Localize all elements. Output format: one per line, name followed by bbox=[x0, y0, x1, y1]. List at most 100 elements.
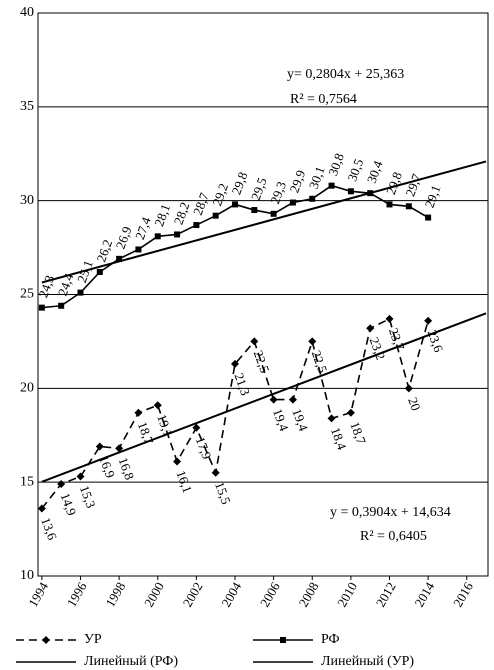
marker bbox=[57, 480, 66, 489]
legend-label: УР bbox=[84, 632, 102, 647]
x-tick-label: 2014 bbox=[411, 579, 437, 609]
data-label: 15,3 bbox=[77, 483, 99, 510]
marker bbox=[135, 246, 142, 253]
y-tick-label: 25 bbox=[20, 287, 34, 302]
trend-line bbox=[41, 160, 487, 284]
marker bbox=[231, 201, 238, 208]
marker bbox=[193, 222, 200, 229]
marker bbox=[38, 304, 45, 311]
y-tick-label: 15 bbox=[20, 474, 34, 489]
data-label: 16,8 bbox=[115, 455, 137, 482]
legend-marker bbox=[280, 637, 286, 643]
data-label: 16,1 bbox=[173, 468, 195, 495]
legend-label: Линейный (РФ) bbox=[84, 654, 178, 669]
legend-label: РФ bbox=[321, 632, 340, 647]
data-label: 21,3 bbox=[231, 371, 253, 398]
marker bbox=[270, 210, 277, 217]
legend-marker bbox=[42, 636, 50, 644]
data-label: 23,2 bbox=[367, 335, 389, 362]
y-tick-label: 20 bbox=[20, 381, 34, 396]
x-tick-label: 2016 bbox=[450, 579, 476, 609]
x-tick-label: 2006 bbox=[257, 579, 283, 609]
data-label: 22,5 bbox=[309, 348, 331, 375]
trend-equation: y = 0,3904x + 14,634 bbox=[330, 505, 451, 520]
data-label: 29,5 bbox=[248, 176, 270, 203]
data-label: 19,4 bbox=[270, 407, 292, 434]
data-label: 15,5 bbox=[212, 480, 234, 507]
data-label: 20 bbox=[405, 395, 424, 412]
marker bbox=[328, 182, 335, 189]
data-label: 28,7 bbox=[190, 190, 212, 217]
data-label: 24,3 bbox=[35, 273, 57, 300]
marker bbox=[385, 314, 394, 323]
data-label: 19,4 bbox=[289, 407, 311, 434]
x-tick-label: 1996 bbox=[64, 579, 90, 609]
data-label: 17,9 bbox=[193, 435, 215, 462]
marker bbox=[37, 504, 46, 513]
data-label: 26,2 bbox=[93, 238, 115, 265]
marker bbox=[211, 468, 220, 477]
marker bbox=[134, 408, 143, 417]
marker bbox=[192, 423, 201, 432]
data-label: 29,8 bbox=[383, 170, 405, 197]
y-tick-label: 10 bbox=[20, 568, 34, 583]
marker bbox=[269, 395, 278, 404]
marker bbox=[77, 289, 84, 296]
data-label: 26,9 bbox=[113, 224, 135, 251]
data-label: 28,1 bbox=[151, 202, 173, 229]
marker bbox=[386, 201, 393, 208]
marker bbox=[174, 231, 181, 238]
marker bbox=[58, 302, 65, 309]
marker bbox=[425, 214, 432, 221]
data-label: 14,9 bbox=[58, 491, 80, 518]
data-label: 13,6 bbox=[38, 515, 60, 542]
marker bbox=[96, 268, 103, 275]
marker bbox=[308, 337, 317, 346]
marker bbox=[154, 233, 161, 240]
x-tick-label: 2002 bbox=[180, 579, 206, 609]
marker bbox=[366, 324, 375, 333]
marker bbox=[309, 195, 316, 202]
marker bbox=[230, 359, 239, 368]
y-tick-label: 40 bbox=[20, 5, 34, 20]
data-label: 30,4 bbox=[364, 158, 386, 185]
legend-label: Линейный (УР) bbox=[321, 654, 414, 669]
y-tick-label: 30 bbox=[20, 193, 34, 208]
x-tick-label: 2004 bbox=[218, 579, 244, 609]
marker bbox=[327, 414, 336, 423]
x-tick-label: 2008 bbox=[295, 579, 321, 609]
marker bbox=[424, 316, 433, 325]
marker bbox=[347, 188, 354, 195]
trend-r2: R² = 0,6405 bbox=[360, 529, 427, 544]
x-tick-label: 2012 bbox=[373, 579, 399, 609]
marker bbox=[173, 457, 182, 466]
marker bbox=[288, 395, 297, 404]
data-label: 30,8 bbox=[325, 151, 347, 178]
data-label: 29,9 bbox=[286, 168, 308, 195]
marker bbox=[289, 199, 296, 206]
data-label: 29,3 bbox=[267, 179, 289, 206]
trend-r2: R² = 0,7564 bbox=[290, 92, 357, 107]
marker bbox=[115, 444, 124, 453]
plot-frame bbox=[37, 12, 489, 577]
x-tick-label: 2010 bbox=[334, 579, 360, 609]
x-tick-label: 2000 bbox=[141, 579, 167, 609]
data-label: 18,7 bbox=[347, 420, 369, 447]
data-label: 29,1 bbox=[422, 183, 444, 210]
marker bbox=[153, 401, 162, 410]
marker bbox=[404, 384, 413, 393]
series-line bbox=[41, 317, 429, 509]
marker bbox=[76, 472, 85, 481]
data-label: 18,4 bbox=[328, 425, 350, 452]
data-label: 22,5 bbox=[251, 348, 273, 375]
marker bbox=[116, 255, 123, 262]
trend-equation: y= 0,2804x + 25,363 bbox=[287, 67, 404, 82]
x-tick-label: 1994 bbox=[25, 579, 51, 609]
data-label: 29,8 bbox=[229, 170, 251, 197]
marker bbox=[405, 203, 412, 210]
marker bbox=[251, 207, 258, 214]
marker bbox=[212, 212, 219, 219]
data-label: 29,2 bbox=[209, 181, 231, 208]
data-label: 23,7 bbox=[386, 326, 408, 353]
